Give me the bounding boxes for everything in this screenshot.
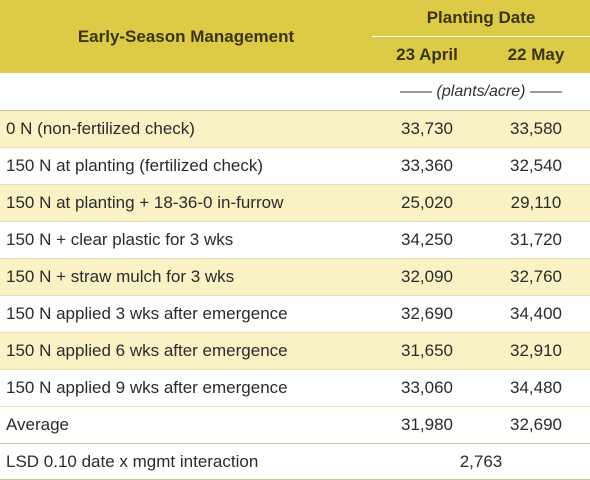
table-row: 150 N at planting (fertilized check) 33,…	[0, 147, 590, 185]
planting-date-group-header: Planting Date	[372, 0, 590, 37]
row-value-april: 33,360	[372, 147, 482, 185]
units-label: —— (plants/acre) ——	[372, 73, 590, 111]
row-label: 150 N applied 3 wks after emergence	[0, 295, 372, 333]
row-value-may: 31,720	[482, 221, 590, 259]
row-label: 150 N + straw mulch for 3 wks	[0, 258, 372, 296]
row-value-may: 32,540	[482, 147, 590, 185]
table-row: 150 N + straw mulch for 3 wks 32,090 32,…	[0, 258, 590, 296]
row-value-april: 25,020	[372, 184, 482, 222]
average-value-may: 32,690	[482, 406, 590, 444]
row-value-april: 31,650	[372, 332, 482, 370]
row-value-april: 33,730	[372, 110, 482, 148]
row-value-april: 33,060	[372, 369, 482, 407]
average-row: Average 31,980 32,690	[0, 406, 590, 444]
row-label: 150 N applied 6 wks after emergence	[0, 332, 372, 370]
row-value-may: 32,760	[482, 258, 590, 296]
row-value-may: 32,910	[482, 332, 590, 370]
row-label: 150 N applied 9 wks after emergence	[0, 369, 372, 407]
row-value-april: 34,250	[372, 221, 482, 259]
table-row: 150 N applied 9 wks after emergence 33,0…	[0, 369, 590, 407]
row-label: 150 N at planting (fertilized check)	[0, 147, 372, 185]
row-value-april: 32,090	[372, 258, 482, 296]
date-column-header-april: 23 April	[372, 36, 482, 74]
row-value-may: 29,110	[482, 184, 590, 222]
lsd-value: 2,763	[372, 443, 590, 480]
row-value-april: 32,690	[372, 295, 482, 333]
units-spacer	[0, 73, 372, 111]
table-header: Early-Season Management Planting Date 23…	[0, 0, 590, 74]
row-label: 150 N at planting + 18-36-0 in-furrow	[0, 184, 372, 222]
row-value-may: 34,480	[482, 369, 590, 407]
date-column-header-may: 22 May	[482, 36, 590, 74]
lsd-label: LSD 0.10 date x mgmt interaction	[0, 443, 372, 480]
table-row: 150 N + clear plastic for 3 wks 34,250 3…	[0, 221, 590, 259]
table-row: 0 N (non-fertilized check) 33,730 33,580	[0, 110, 590, 148]
row-label: 0 N (non-fertilized check)	[0, 110, 372, 148]
row-label: 150 N + clear plastic for 3 wks	[0, 221, 372, 259]
table-row: 150 N at planting + 18-36-0 in-furrow 25…	[0, 184, 590, 222]
table-body: —— (plants/acre) —— 0 N (non-fertilized …	[0, 73, 590, 480]
average-label: Average	[0, 406, 372, 444]
units-row: —— (plants/acre) ——	[0, 73, 590, 111]
row-value-may: 33,580	[482, 110, 590, 148]
table-row: 150 N applied 6 wks after emergence 31,6…	[0, 332, 590, 370]
table-row: 150 N applied 3 wks after emergence 32,6…	[0, 295, 590, 333]
management-column-header: Early-Season Management	[0, 0, 372, 74]
average-value-april: 31,980	[372, 406, 482, 444]
lsd-row: LSD 0.10 date x mgmt interaction 2,763	[0, 443, 590, 480]
row-value-may: 34,400	[482, 295, 590, 333]
